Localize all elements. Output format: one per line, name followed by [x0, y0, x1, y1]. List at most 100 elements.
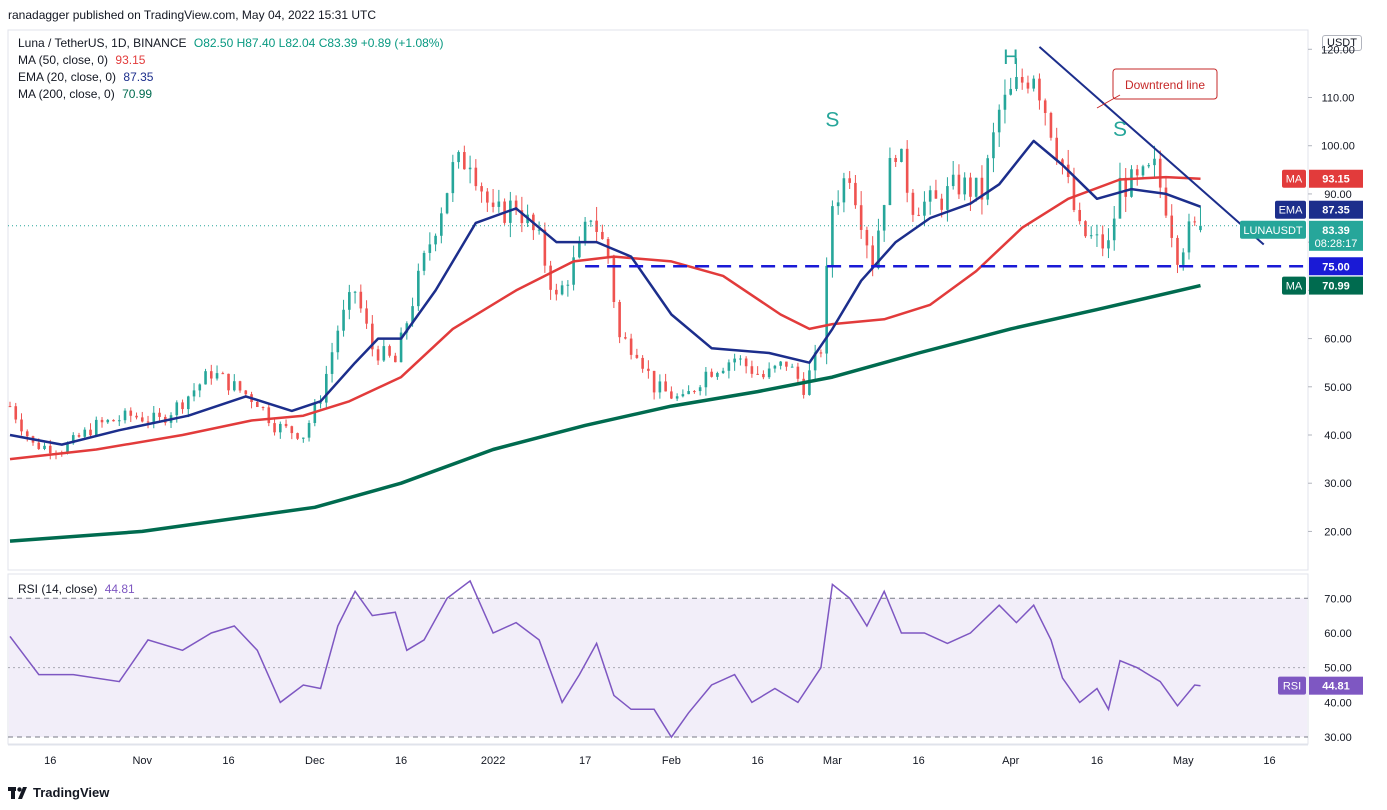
legend-rsi-label: RSI (14, close): [18, 582, 98, 596]
price-tick-label: 40.00: [1324, 430, 1352, 442]
candle-body: [376, 349, 380, 361]
candle-body: [566, 284, 570, 286]
candle-body: [946, 186, 949, 210]
candle-body: [1089, 235, 1093, 237]
time-tick-label: Feb: [662, 755, 681, 767]
support-price-label[interactable]: 75.00: [1309, 257, 1363, 276]
candle-body: [411, 306, 414, 324]
candle-body: [957, 174, 961, 195]
tradingview-logo-icon: [8, 786, 27, 799]
candle-body: [1170, 215, 1174, 238]
symbol-legend[interactable]: Luna / TetherUS, 1D, BINANCE O82.50 H87.…: [18, 36, 443, 50]
candle-body: [227, 373, 230, 391]
tradingview-logo: TradingView: [8, 785, 109, 800]
candle-body: [428, 244, 432, 253]
candle-body: [681, 394, 685, 397]
downtrend-callout[interactable]: Downtrend line: [1096, 68, 1218, 109]
candle-body: [710, 371, 713, 377]
candle-body: [583, 221, 587, 243]
candle-body: [135, 415, 138, 418]
legend-ema20[interactable]: EMA (20, close, 0) 87.35: [18, 70, 153, 84]
ema20-price-label-value-bg: [1309, 200, 1363, 219]
downtrend-line[interactable]: [1038, 46, 1265, 246]
tradingview-logo-text: TradingView: [33, 785, 110, 800]
rsi-price-label[interactable]: RSI 44.81: [1278, 676, 1363, 695]
rsi-tick-label: 50.00: [1324, 663, 1352, 675]
candle-body: [238, 381, 242, 391]
candle-body: [986, 158, 989, 200]
candle-body: [1101, 234, 1105, 249]
candle-body: [704, 371, 708, 388]
candle-body: [854, 182, 857, 206]
candle-body: [1020, 76, 1024, 83]
candle-body: [348, 292, 351, 310]
legend-ma200-value: 70.99: [122, 87, 153, 101]
candle-body: [1078, 209, 1082, 222]
candle-body: [1038, 78, 1041, 101]
candle-body: [106, 419, 110, 423]
ema20-price-label-tag: EMA: [1279, 205, 1304, 217]
ma200-price-label[interactable]: MA 70.99: [1282, 276, 1363, 295]
callout-box: [1112, 68, 1218, 100]
legend-rsi-value: 44.81: [104, 582, 135, 596]
rsi-tick-label: 60.00: [1324, 628, 1352, 640]
candle-body: [342, 309, 345, 331]
candle-body: [1015, 76, 1018, 89]
candle-body: [589, 220, 593, 222]
candle-body: [670, 391, 673, 399]
candle-body: [417, 270, 420, 307]
candle-body: [997, 109, 1001, 133]
price-unit-button[interactable]: USDT: [1322, 35, 1362, 51]
head-label: H: [1003, 46, 1018, 69]
candle-body: [624, 337, 627, 339]
candle-body: [629, 338, 633, 355]
ma50-price-label[interactable]: MA 93.15: [1282, 169, 1363, 188]
candle-body: [762, 373, 765, 378]
candle-body: [20, 419, 23, 432]
candle-body: [302, 437, 305, 439]
ma200-price-label-tag-bg: [1282, 276, 1306, 295]
candle-body: [83, 429, 87, 437]
candles: [8, 58, 1202, 460]
candle-body: [664, 381, 667, 392]
legend-ma50[interactable]: MA (50, close, 0) 93.15: [18, 53, 145, 67]
candle-body: [457, 152, 460, 163]
candle-body: [1158, 158, 1162, 188]
last-price-label-value-bg: [1309, 220, 1363, 251]
candle-body: [1095, 234, 1099, 236]
candle-body: [14, 406, 18, 420]
legend-rsi[interactable]: RSI (14, close) 44.81: [18, 582, 135, 596]
rsi-line: [9, 579, 1201, 739]
candle-body: [675, 396, 679, 399]
candle-body: [825, 265, 828, 354]
rsi-pane-frame: [7, 573, 1309, 745]
candle-body: [1164, 187, 1168, 216]
candle-body: [440, 213, 443, 236]
candle-body: [1026, 82, 1030, 89]
candle-body: [8, 406, 12, 408]
time-tick-label: May: [1173, 755, 1194, 767]
candle-body: [911, 192, 915, 215]
candle-body: [733, 358, 736, 363]
rsi-value: 44.81: [1322, 681, 1350, 693]
ema20-price-label[interactable]: EMA 87.35: [1275, 200, 1363, 219]
time-tick-label: Nov: [132, 755, 152, 767]
time-tick-label: Mar: [823, 755, 842, 767]
candle-body: [43, 445, 46, 449]
legend-ma200[interactable]: MA (200, close, 0) 70.99: [18, 87, 152, 101]
candle-body: [146, 421, 150, 423]
last-price-label-countdown: 08:28:17: [1315, 238, 1358, 250]
rsi-tag-bg: [1278, 676, 1306, 695]
legend-ema20-value: 87.35: [123, 70, 154, 84]
candle-body: [917, 214, 920, 216]
candle-body: [779, 361, 782, 366]
candle-body: [693, 391, 696, 393]
candle-body: [905, 148, 909, 193]
candle-body: [785, 361, 788, 367]
candle-body: [290, 426, 294, 434]
candle-body: [750, 366, 754, 374]
candle-body: [698, 387, 702, 392]
candle-body: [1072, 177, 1076, 210]
